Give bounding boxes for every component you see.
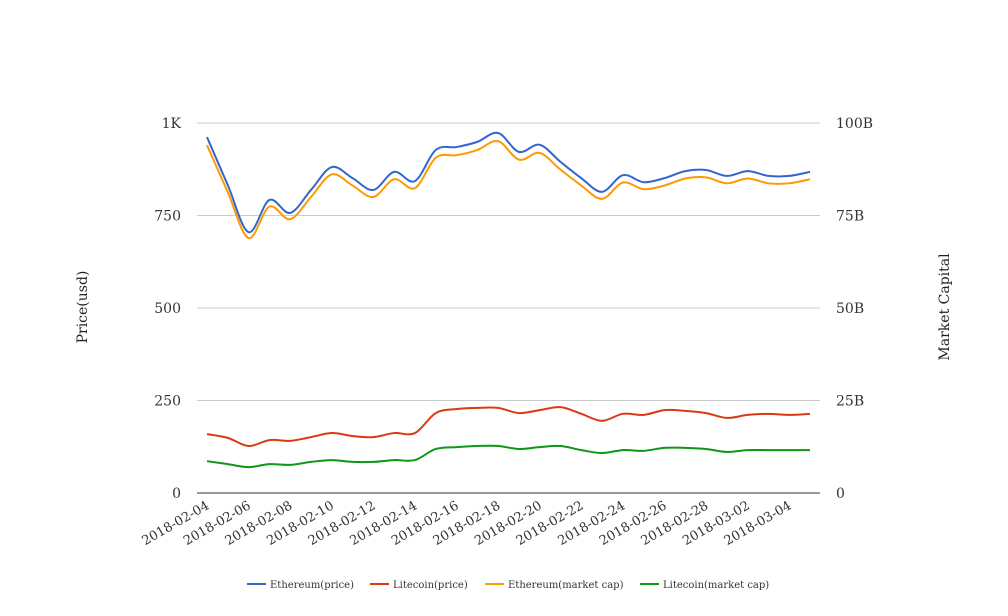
series-lines bbox=[206, 131, 811, 469]
y-tick-label: 750 bbox=[154, 209, 181, 225]
legend-label: Ethereum(market cap) bbox=[508, 580, 624, 591]
y-tick-label: 1K bbox=[162, 116, 182, 132]
y2-tick-label: 75B bbox=[836, 209, 864, 225]
x-axis-ticks: 2018-02-042018-02-062018-02-082018-02-10… bbox=[140, 498, 795, 548]
y2-tick-label: 50B bbox=[836, 301, 864, 317]
series-line-litecoin-market-cap bbox=[206, 444, 810, 469]
series-line-litecoin-price bbox=[206, 406, 811, 448]
y-tick-label: 250 bbox=[154, 394, 181, 410]
legend-item: Ethereum(market cap) bbox=[485, 580, 624, 591]
y-tick-label: 500 bbox=[154, 301, 181, 317]
gridlines bbox=[197, 122, 820, 494]
legend-item: Litecoin(market cap) bbox=[640, 580, 769, 591]
series-line-ethereum-price bbox=[206, 131, 811, 234]
legend: Ethereum(price) Litecoin(price) Ethereum(m… bbox=[247, 580, 769, 591]
y2-tick-label: 25B bbox=[836, 394, 864, 410]
right-axis-title: Market Capital bbox=[937, 253, 953, 361]
legend-item: Ethereum(price) bbox=[247, 580, 354, 591]
y-tick-label: 0 bbox=[172, 486, 181, 502]
legend-label: Ethereum(price) bbox=[270, 580, 354, 591]
legend-label: Litecoin(price) bbox=[393, 580, 468, 591]
left-axis-ticks: 0 250 500 750 1K bbox=[154, 116, 181, 502]
legend-item: Litecoin(price) bbox=[370, 580, 468, 591]
series-line-ethereum-market-cap bbox=[206, 139, 811, 240]
y2-tick-label: 0 bbox=[836, 486, 845, 502]
y2-tick-label: 100B bbox=[836, 116, 873, 132]
legend-label: Litecoin(market cap) bbox=[663, 580, 769, 591]
right-axis-ticks: 0 25B 50B 75B 100B bbox=[836, 116, 873, 502]
left-axis-title: Price(usd) bbox=[75, 271, 91, 344]
